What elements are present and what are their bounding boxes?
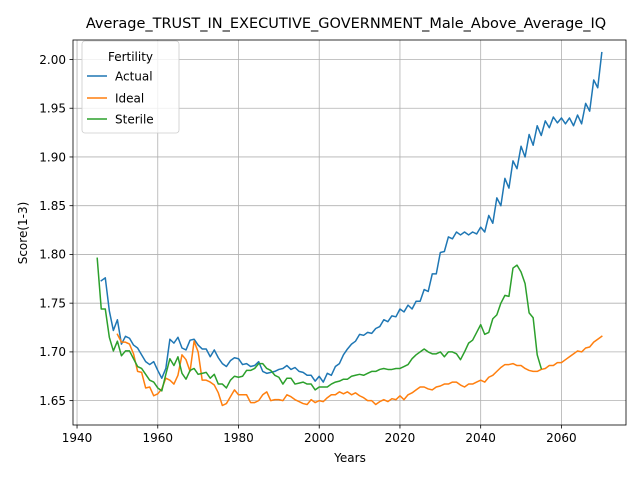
y-tick-label: 2.00 bbox=[39, 53, 66, 67]
x-tick-label: 1980 bbox=[223, 431, 254, 445]
legend-box bbox=[81, 40, 180, 134]
y-axis-ticks: 1.65 1.70 1.75 1.80 1.85 1.90 1.95 2.00 bbox=[39, 53, 73, 408]
y-axis-label: Score(1-3) bbox=[16, 202, 30, 265]
y-tick-label: 1.80 bbox=[39, 248, 66, 262]
y-tick-label: 1.95 bbox=[39, 102, 66, 116]
y-tick-label: 1.85 bbox=[39, 199, 66, 213]
chart-title: Average_TRUST_IN_EXECUTIVE_GOVERNMENT_Ma… bbox=[86, 16, 606, 32]
x-tick-label: 1960 bbox=[142, 431, 173, 445]
y-tick-label: 1.65 bbox=[39, 394, 66, 408]
legend-label-ideal: Ideal bbox=[115, 92, 144, 106]
legend-label-actual: Actual bbox=[115, 70, 153, 84]
series-line-actual bbox=[100, 51, 603, 383]
y-tick-label: 1.90 bbox=[39, 150, 66, 164]
legend: Fertility Actual Ideal Sterile bbox=[81, 40, 180, 134]
x-tick-label: 2000 bbox=[304, 431, 335, 445]
x-tick-label: 2020 bbox=[385, 431, 416, 445]
y-tick-label: 1.70 bbox=[39, 345, 66, 359]
x-axis-ticks: 1940 1960 1980 2000 2020 2040 2060 bbox=[62, 425, 577, 445]
grid bbox=[73, 40, 626, 425]
series-line-ideal bbox=[116, 333, 603, 407]
x-tick-label: 2060 bbox=[546, 431, 577, 445]
plot-area-frame bbox=[72, 39, 627, 426]
x-axis-label: Years bbox=[333, 451, 366, 465]
legend-title: Fertility bbox=[108, 50, 153, 64]
x-tick-label: 2040 bbox=[465, 431, 496, 445]
y-tick-label: 1.75 bbox=[39, 296, 66, 310]
legend-label-sterile: Sterile bbox=[115, 113, 154, 127]
x-tick-label: 1940 bbox=[62, 431, 93, 445]
series-lines bbox=[96, 51, 603, 407]
series-line-sterile bbox=[96, 257, 543, 392]
